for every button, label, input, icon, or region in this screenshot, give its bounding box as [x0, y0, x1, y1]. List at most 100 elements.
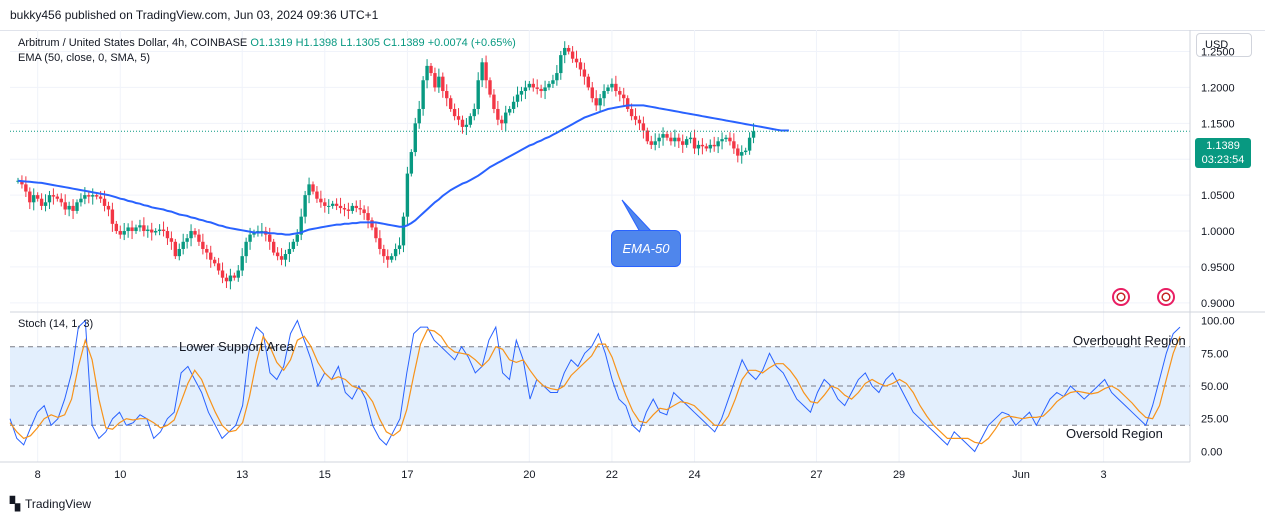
price-tick-label: 1.0000: [1201, 226, 1235, 238]
candle-body: [566, 47, 571, 52]
ema-callout-pointer: [621, 199, 654, 233]
published-by-text: bukky456 published on TradingView.com, J…: [10, 8, 379, 22]
us-event-icon[interactable]: [1112, 288, 1130, 306]
candle-body: [287, 248, 292, 254]
currency-button[interactable]: USD: [1196, 33, 1252, 57]
stoch-pane: [9, 319, 1190, 453]
footer: ▚ TradingView: [10, 496, 91, 512]
candle-body: [232, 275, 237, 278]
candle-body: [657, 137, 661, 142]
candle-body: [527, 83, 532, 88]
low-value: L1.1305: [340, 37, 381, 49]
candle-body: [205, 248, 209, 253]
candle-body: [625, 98, 630, 109]
last-price-value: 1.1389: [1206, 140, 1240, 152]
tradingview-logo-icon: ▚: [10, 496, 20, 511]
us-event-icon[interactable]: [1157, 288, 1175, 306]
candle-body: [578, 62, 583, 70]
candle-body: [448, 98, 453, 109]
candle-body: [543, 87, 547, 92]
candle-body: [138, 225, 142, 228]
ema-legend[interactable]: EMA (50, close, 0, SMA, 5): [18, 52, 151, 64]
candle-body: [228, 275, 233, 282]
candle-body: [405, 173, 410, 217]
candle-body: [153, 231, 158, 233]
candle-body: [673, 137, 677, 142]
candle-body: [319, 198, 323, 203]
candle-body: [334, 203, 339, 206]
candle-body: [700, 144, 705, 147]
candle-body: [582, 69, 587, 77]
candle-body: [299, 216, 303, 235]
candle-body: [712, 144, 716, 147]
candle-body: [622, 94, 626, 99]
time-tick-label: 22: [606, 469, 618, 481]
candle-body: [181, 241, 185, 249]
candle-body: [94, 195, 99, 197]
candle-body: [464, 124, 469, 127]
candle-body: [441, 76, 445, 92]
stoch-tick-label: 0.00: [1201, 446, 1222, 458]
candle-body: [220, 270, 225, 278]
candle-body: [535, 87, 539, 89]
candle-body: [39, 198, 44, 206]
candle-body: [303, 195, 307, 217]
chart-canvas[interactable]: 1.25001.20001.15001.10001.05001.00000.95…: [0, 30, 1265, 495]
candle-body: [653, 141, 657, 145]
time-tick-label: 15: [319, 469, 331, 481]
candle-body: [67, 205, 71, 210]
candle-body: [342, 208, 347, 210]
candle-body: [389, 256, 394, 260]
candle-body: [633, 116, 638, 120]
candle-body: [669, 137, 673, 142]
candle-body: [452, 108, 457, 117]
candle-body: [291, 241, 296, 249]
candle-body: [271, 241, 276, 253]
candle-body: [696, 144, 701, 149]
lower-support-label: Lower Support Area: [179, 339, 294, 354]
candle-body: [641, 123, 646, 131]
bar-countdown: 03:23:54: [1201, 154, 1245, 166]
candle-body: [539, 88, 543, 92]
candle-body: [740, 152, 744, 156]
candle-body: [496, 108, 500, 120]
candle-body: [216, 263, 221, 271]
candle-body: [83, 195, 87, 199]
stoch-legend[interactable]: Stoch (14, 1, 3): [18, 318, 94, 330]
candle-body: [98, 196, 103, 199]
candle-body: [193, 231, 197, 235]
candle-body: [637, 119, 642, 124]
time-tick-label: Jun: [1012, 469, 1030, 481]
candle-body: [563, 47, 567, 56]
candle-body: [645, 130, 650, 142]
price-tick-label: 1.2000: [1201, 82, 1235, 94]
time-tick-label: 17: [401, 469, 413, 481]
candle-body: [161, 229, 166, 232]
candle-body: [201, 241, 205, 249]
candle-body: [555, 73, 559, 81]
time-tick-label: 29: [893, 469, 905, 481]
candle-body: [75, 202, 79, 211]
candle-body: [165, 231, 170, 239]
candle-body: [134, 227, 138, 232]
candle-body: [102, 198, 107, 206]
time-tick-label: 24: [688, 469, 700, 481]
candle-body: [751, 131, 756, 138]
candle-body: [275, 252, 280, 257]
stoch-tick-label: 100.00: [1201, 316, 1235, 328]
candle-body: [551, 80, 555, 84]
candle-body: [393, 248, 398, 257]
candle-body: [598, 98, 602, 106]
candle-body: [248, 234, 252, 242]
candle-body: [500, 119, 504, 124]
candle-body: [688, 137, 693, 140]
candle-body: [279, 256, 284, 260]
candle-body: [594, 98, 598, 106]
candle-body: [716, 141, 720, 147]
candle-body: [629, 108, 634, 117]
candle-body: [417, 108, 421, 124]
ema-50-line: [17, 104, 789, 236]
candle-body: [244, 241, 248, 257]
candle-body: [614, 83, 618, 92]
candle-body: [173, 241, 178, 257]
